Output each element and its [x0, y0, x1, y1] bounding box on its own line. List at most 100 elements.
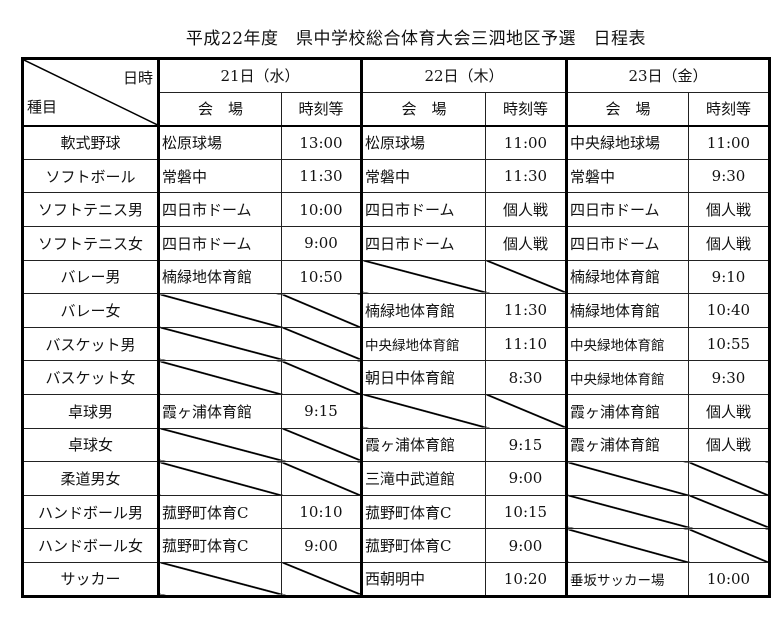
time-header: 時刻等 [281, 91, 362, 127]
no-event-venue-cell [360, 393, 486, 429]
venue-cell: 西朝明中 [360, 561, 486, 597]
venue-cell: 霞ヶ浦体育館 [360, 427, 486, 463]
no-event-time-cell [281, 293, 362, 328]
event-name: ソフトテニス女 [22, 225, 159, 261]
venue-cell: 中央緑地体育館 [360, 326, 486, 362]
no-event-time-cell [281, 427, 362, 463]
venue-cell: 菰野町体育C [157, 494, 282, 530]
time-cell: 10:40 [688, 293, 770, 328]
time-cell: 9:10 [688, 259, 770, 295]
schedule-table: 日時 種目 21日（水） 22日（木） 23日（金） 会 場 時刻等 会 場 時… [21, 57, 771, 598]
time-cell: 11:00 [485, 124, 567, 160]
event-name: 卓球女 [22, 427, 159, 463]
no-event-time-cell [485, 393, 567, 429]
venue-cell: 中央緑地球場 [565, 124, 689, 160]
event-name: バスケット女 [22, 360, 159, 395]
table-row: ハンドボール男 菰野町体育C 10:10 菰野町体育C 10:15 [22, 494, 770, 530]
date-label: 日時 [122, 69, 153, 87]
event-label: 種目 [27, 97, 58, 116]
venue-cell: 四日市ドーム [360, 192, 486, 227]
venue-cell: 朝日中体育館 [360, 360, 486, 395]
time-header: 時刻等 [688, 91, 770, 127]
no-event-venue-cell [157, 461, 282, 496]
venue-cell: 楠緑地体育館 [360, 293, 486, 328]
no-event-venue-cell [157, 326, 282, 362]
time-cell: 9:15 [485, 427, 567, 463]
no-event-venue-cell [157, 427, 282, 463]
venue-cell: 菰野町体育C [157, 528, 282, 563]
no-event-venue-cell [157, 360, 282, 395]
table-row: ソフトテニス女 四日市ドーム 9:00 四日市ドーム 個人戦 四日市ドーム 個人戦 [22, 225, 770, 261]
event-name: ソフトボール [22, 158, 159, 194]
time-cell: 10:10 [281, 494, 362, 530]
no-event-venue-cell [157, 561, 282, 597]
event-name: サッカー [22, 561, 159, 597]
venue-cell: 松原球場 [157, 124, 282, 160]
table-row: ソフトボール 常磐中 11:30 常磐中 11:30 常磐中 9:30 [22, 158, 770, 194]
time-cell: 11:30 [485, 158, 567, 194]
table-row: バスケット男 中央緑地体育館 11:10 中央緑地体育館 10:55 [22, 326, 770, 362]
time-cell: 10:50 [281, 259, 362, 295]
no-event-time-cell [688, 461, 770, 496]
time-header: 時刻等 [485, 91, 567, 127]
no-event-venue-cell [565, 494, 689, 530]
table-row: ソフトテニス男 四日市ドーム 10:00 四日市ドーム 個人戦 四日市ドーム 個人戦 [22, 192, 770, 227]
venue-cell: 霞ヶ浦体育館 [157, 393, 282, 429]
time-cell: 個人戦 [688, 192, 770, 227]
event-name: バレー女 [22, 293, 159, 328]
event-name: 卓球男 [22, 393, 159, 429]
time-cell: 10:00 [688, 561, 770, 597]
time-cell: 個人戦 [688, 393, 770, 429]
time-cell: 11:30 [281, 158, 362, 194]
venue-cell: 常磐中 [565, 158, 689, 194]
time-cell: 10:20 [485, 561, 567, 597]
table-row: 軟式野球 松原球場 13:00 松原球場 11:00 中央緑地球場 11:00 [22, 124, 770, 160]
time-cell: 11:00 [688, 124, 770, 160]
table-row: 柔道男女 三滝中武道館 9:00 [22, 461, 770, 496]
table-row: 卓球女 霞ヶ浦体育館 9:15 霞ヶ浦体育館 個人戦 [22, 427, 770, 463]
venue-cell: 四日市ドーム [360, 225, 486, 261]
venue-cell: 霞ヶ浦体育館 [565, 427, 689, 463]
time-cell: 9:15 [281, 393, 362, 429]
day-header: 22日（木） [360, 58, 567, 93]
day-header: 23日（金） [565, 58, 770, 93]
venue-cell: 霞ヶ浦体育館 [565, 393, 689, 429]
page-title: 平成22年度 県中学校総合体育大会三泗地区予選 日程表 [185, 29, 647, 49]
venue-cell: 松原球場 [360, 124, 486, 160]
event-name: バスケット男 [22, 326, 159, 362]
time-cell: 9:00 [281, 225, 362, 261]
time-cell: 9:00 [281, 528, 362, 563]
time-cell: 個人戦 [688, 427, 770, 463]
table-row: 卓球男 霞ヶ浦体育館 9:15 霞ヶ浦体育館 個人戦 [22, 393, 770, 429]
corner-diagonal-line [24, 60, 157, 125]
no-event-time-cell [281, 461, 362, 496]
event-name: ハンドボール女 [22, 528, 159, 563]
time-cell: 9:00 [485, 528, 567, 563]
time-cell: 13:00 [281, 124, 362, 160]
venue-cell: 三滝中武道館 [360, 461, 486, 496]
no-event-venue-cell [360, 259, 486, 295]
venue-cell: 常磐中 [157, 158, 282, 194]
venue-cell: 四日市ドーム [565, 225, 689, 261]
time-cell: 8:30 [485, 360, 567, 395]
event-name: ハンドボール男 [22, 494, 159, 530]
no-event-time-cell [688, 494, 770, 530]
venue-header: 会 場 [565, 91, 689, 127]
venue-cell: 四日市ドーム [157, 225, 282, 261]
table-row: サッカー 西朝明中 10:20 垂坂サッカー場 10:00 [22, 561, 770, 597]
venue-cell: 菰野町体育C [360, 528, 486, 563]
venue-cell: 常磐中 [360, 158, 486, 194]
venue-cell: 四日市ドーム [157, 192, 282, 227]
time-cell: 9:00 [485, 461, 567, 496]
table-row: バレー男 楠緑地体育館 10:50 楠緑地体育館 9:10 [22, 259, 770, 295]
venue-header: 会 場 [157, 91, 282, 127]
venue-cell: 中央緑地体育館 [565, 326, 689, 362]
venue-cell: 楠緑地体育館 [157, 259, 282, 295]
time-cell: 11:10 [485, 326, 567, 362]
no-event-venue-cell [565, 461, 689, 496]
time-cell: 10:00 [281, 192, 362, 227]
no-event-time-cell [281, 360, 362, 395]
table-row: バレー女 楠緑地体育館 11:30 楠緑地体育館 10:40 [22, 293, 770, 328]
corner-header-cell: 日時 種目 [22, 57, 159, 127]
venue-cell: 楠緑地体育館 [565, 259, 689, 295]
